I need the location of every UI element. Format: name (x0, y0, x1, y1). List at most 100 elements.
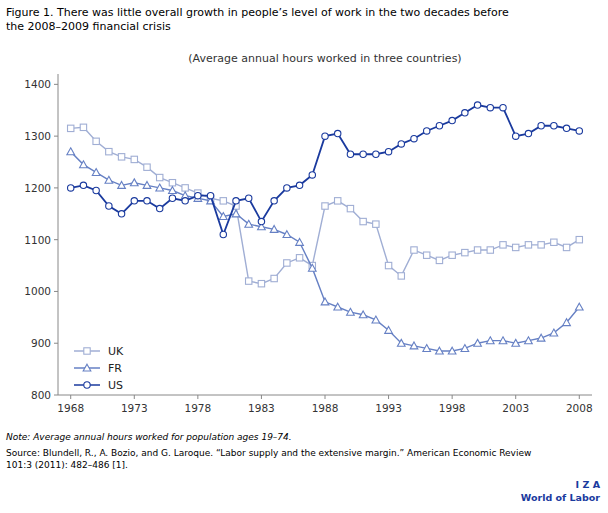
x-tick-label: 1978 (184, 402, 211, 414)
point (93, 187, 99, 193)
title: Figure 1. There was little overall growt… (6, 6, 509, 19)
point (169, 180, 175, 186)
point (576, 128, 582, 134)
point (118, 154, 124, 160)
point (359, 311, 367, 318)
source: 101:3 (2011): 482–486 [1]. (6, 460, 128, 470)
point (233, 198, 239, 204)
point (68, 185, 74, 191)
point (551, 123, 557, 129)
point (156, 184, 164, 191)
point (512, 339, 520, 346)
x-tick-label: 1968 (57, 402, 84, 414)
x-tick-label: 1988 (312, 402, 339, 414)
point (80, 161, 88, 168)
point (550, 329, 558, 336)
point (411, 136, 417, 142)
point (449, 252, 455, 258)
point (93, 138, 99, 144)
point (118, 211, 124, 217)
point (258, 218, 264, 224)
point (385, 148, 391, 154)
point (308, 264, 316, 271)
point (309, 172, 315, 178)
point (462, 249, 468, 255)
point (372, 316, 380, 323)
x-tick-label: 1973 (121, 402, 148, 414)
point (80, 124, 86, 130)
point (157, 174, 163, 180)
point (157, 205, 163, 211)
point (373, 221, 379, 227)
point (322, 203, 328, 209)
point (322, 133, 328, 139)
y-tick (54, 239, 58, 240)
note: Note: Average annual hours worked for po… (6, 432, 292, 442)
subtitle: (Average annual hours worked in three co… (188, 52, 461, 65)
point (335, 198, 341, 204)
legend-marker (84, 348, 90, 354)
point (373, 151, 379, 157)
x-tick-label: 1983 (248, 402, 275, 414)
point (462, 110, 468, 116)
point (436, 257, 442, 263)
point (500, 104, 506, 110)
point (575, 303, 583, 310)
point (182, 198, 188, 204)
y-tick (54, 395, 58, 396)
x-tick (515, 395, 516, 399)
legend-marker (83, 364, 91, 371)
point (106, 148, 112, 154)
point (538, 123, 544, 129)
y-tick-label: 900 (31, 337, 51, 349)
point (220, 231, 226, 237)
point (398, 141, 404, 147)
point (563, 125, 569, 131)
point (448, 347, 456, 354)
series-line (71, 127, 580, 283)
point (513, 133, 519, 139)
y-tick-label: 1300 (24, 130, 51, 142)
point (246, 195, 252, 201)
point (220, 198, 226, 204)
point (270, 225, 278, 232)
x-tick (134, 395, 135, 399)
point (143, 181, 151, 188)
y-tick (54, 84, 58, 85)
y-tick (54, 343, 58, 344)
point (131, 156, 137, 162)
point (258, 280, 264, 286)
point (347, 205, 353, 211)
point (283, 231, 291, 238)
point (360, 151, 366, 157)
point (347, 151, 353, 157)
point (207, 192, 213, 198)
point (67, 148, 75, 155)
plot-area (67, 102, 583, 354)
point (474, 102, 480, 108)
y-tick-label: 1000 (24, 285, 51, 297)
source: Source: Blundell, R., A. Bozio, and G. L… (6, 448, 531, 458)
point (296, 182, 302, 188)
y-tick (54, 291, 58, 292)
point (335, 130, 341, 136)
point (474, 247, 480, 253)
point (245, 220, 253, 227)
legend-label: FR (108, 362, 122, 375)
point (385, 326, 393, 333)
x-tick-label: 1993 (375, 402, 402, 414)
point (537, 334, 545, 341)
point (334, 303, 342, 310)
y-tick-label: 1200 (24, 182, 51, 194)
x-tick (579, 395, 580, 399)
x-tick-label: 2008 (566, 402, 593, 414)
y-tick-label: 1400 (24, 78, 51, 90)
point (144, 198, 150, 204)
title: the 2008–2009 financial crisis (6, 20, 171, 33)
point (296, 238, 304, 245)
point (424, 128, 430, 134)
y-tick-label: 800 (31, 389, 51, 401)
point (486, 337, 494, 344)
point (563, 319, 571, 326)
x-tick (388, 395, 389, 399)
